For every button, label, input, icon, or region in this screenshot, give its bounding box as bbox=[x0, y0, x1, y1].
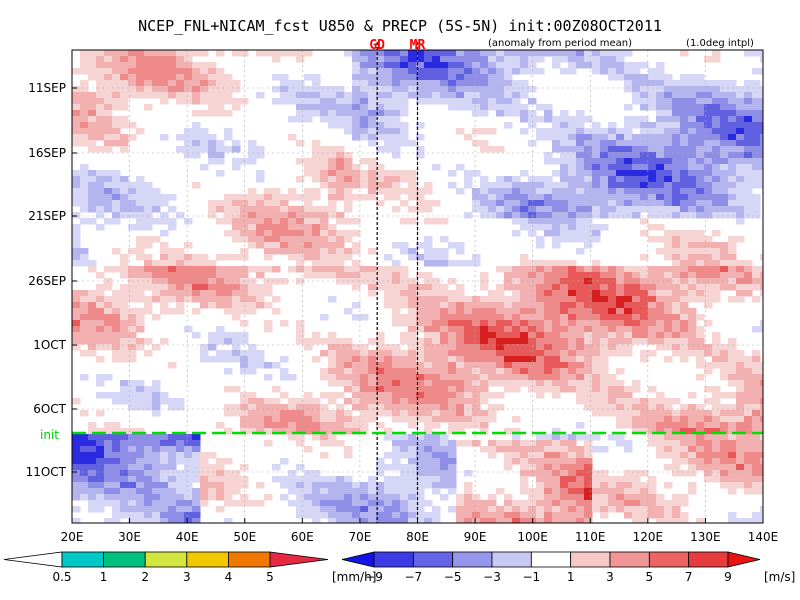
x-tick-label: 50E bbox=[233, 530, 256, 544]
colorbar-unit: [mm/h] bbox=[332, 570, 376, 584]
y-tick-label: 6OCT bbox=[33, 402, 66, 416]
colorbar-label: −7 bbox=[404, 570, 422, 584]
x-tick-label: 30E bbox=[118, 530, 141, 544]
colorbar-swatch bbox=[227, 551, 271, 568]
colorbar-label: 3 bbox=[606, 570, 614, 584]
colorbar-swatch bbox=[373, 551, 414, 568]
colorbar-unit: [m/s] bbox=[764, 570, 795, 584]
plot-field bbox=[72, 50, 763, 523]
colorbar-swatch bbox=[103, 551, 146, 568]
chart-title: NCEP_FNL+NICAM_fcst U850 & PRECP (5S-5N)… bbox=[138, 17, 662, 35]
colorbar-label: 9 bbox=[724, 570, 732, 584]
colorbar-label: −9 bbox=[365, 570, 383, 584]
x-tick-label: 70E bbox=[348, 530, 371, 544]
colorbar-swatch bbox=[144, 551, 188, 568]
marker-label-mr: MR bbox=[410, 38, 426, 53]
marker-label-gd: GD bbox=[369, 38, 385, 53]
x-axis: 20E 30E 40E 50E 60E 70E 80E 90E 100E 110E 120E 130E… bbox=[61, 518, 779, 544]
colorbar-label: −3 bbox=[483, 570, 501, 584]
colorbar-label: −5 bbox=[444, 570, 462, 584]
colorbar-label: 4 bbox=[225, 570, 233, 584]
colorbar-label: −1 bbox=[522, 570, 540, 584]
x-tick-label: 100E bbox=[517, 530, 548, 544]
y-tick-label: 16SEP bbox=[28, 146, 66, 160]
colorbar-swatch bbox=[530, 551, 572, 568]
x-tick-label: 60E bbox=[291, 530, 314, 544]
colorbar-swatch bbox=[688, 551, 729, 568]
colorbar-end-low bbox=[3, 551, 63, 568]
grid-lines bbox=[72, 50, 763, 523]
colorbar-swatch bbox=[412, 551, 454, 568]
colorbar-swatch bbox=[609, 551, 650, 568]
x-tick-label: 110E bbox=[575, 530, 606, 544]
y-tick-label: 11SEP bbox=[28, 81, 66, 95]
colorbar-swatch bbox=[452, 551, 493, 568]
colorbar-label: 2 bbox=[141, 570, 149, 584]
subtitle-interp: (1.0deg intpl) bbox=[686, 38, 754, 49]
y-tick-label: 11OCT bbox=[26, 465, 67, 479]
colorbar-label: 7 bbox=[685, 570, 693, 584]
colorbar-swatch bbox=[186, 551, 229, 568]
x-tick-label: 90E bbox=[464, 530, 487, 544]
y-tick-label: 21SEP bbox=[28, 209, 66, 223]
y-tick-label: 26SEP bbox=[28, 274, 66, 288]
precip-colorbar: 0.5 1 2 3 4 5 [mm/h] bbox=[3, 551, 376, 584]
x-tick-label: 40E bbox=[176, 530, 199, 544]
colorbar-swatch bbox=[570, 551, 611, 568]
colorbar-end-low bbox=[341, 551, 375, 568]
wind-colorbar: −9 −7 −5 −3 −1 1 3 5 7 9 [m/s] bbox=[341, 551, 795, 584]
colorbar-end-high bbox=[727, 551, 761, 568]
colorbar-swatch bbox=[648, 551, 690, 568]
colorbar-end-high bbox=[269, 551, 329, 568]
colorbar-label: 1 bbox=[567, 570, 575, 584]
colorbar-label: 5 bbox=[646, 570, 654, 584]
x-tick-label: 140E bbox=[748, 530, 779, 544]
marker-lines: GD MR bbox=[369, 38, 425, 523]
x-tick-label: 130E bbox=[690, 530, 721, 544]
x-tick-label: 80E bbox=[406, 530, 429, 544]
y-axis: 11SEP 16SEP 21SEP 26SEP 1OCT 6OCT 11OCT bbox=[26, 81, 77, 479]
colorbar-swatch bbox=[491, 551, 532, 568]
colorbar-label: 1 bbox=[100, 570, 108, 584]
x-tick-label: 120E bbox=[633, 530, 664, 544]
colorbar-label: 5 bbox=[266, 570, 274, 584]
init-label: init bbox=[40, 428, 59, 442]
y-tick-label: 1OCT bbox=[33, 338, 66, 352]
colorbar-swatch bbox=[61, 551, 104, 568]
x-tick-label: 20E bbox=[61, 530, 84, 544]
colorbar-label: 0.5 bbox=[52, 570, 71, 584]
colorbar-label: 3 bbox=[183, 570, 191, 584]
subtitle-anomaly: (anomaly from period mean) bbox=[488, 38, 632, 49]
